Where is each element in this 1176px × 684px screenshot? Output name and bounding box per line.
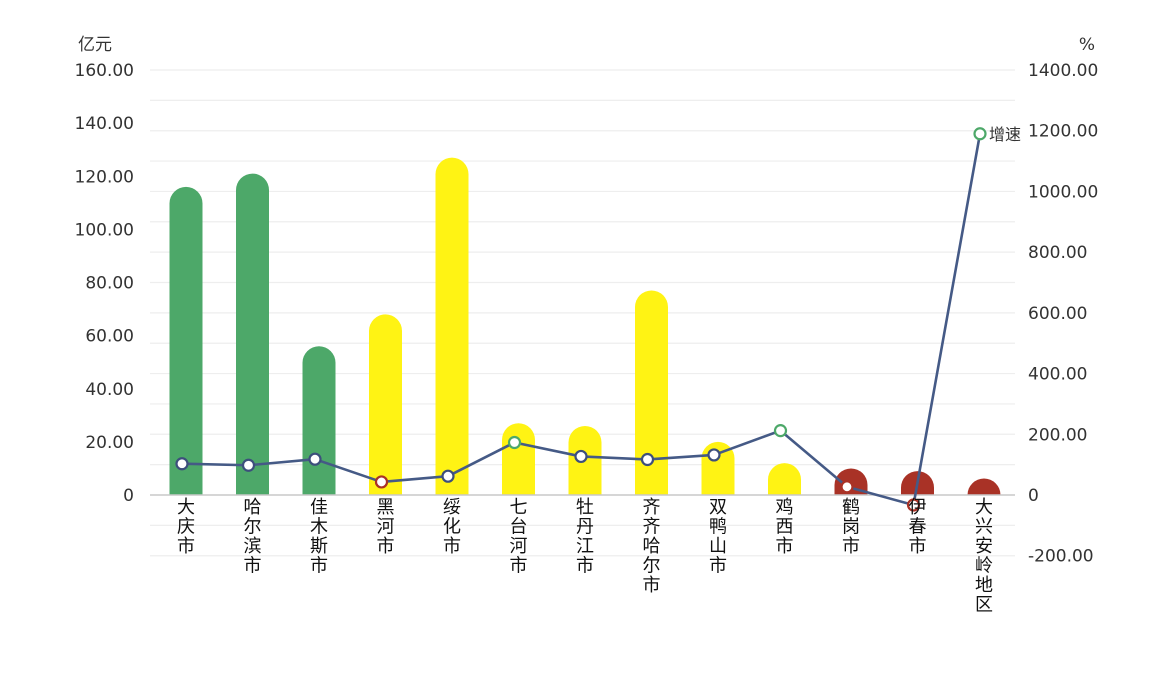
left-tick-label: 80.00: [85, 274, 134, 294]
category-label: 黑河市: [377, 497, 395, 557]
bars: [169, 157, 1001, 496]
growth-point-牡丹江市: [574, 449, 588, 464]
growth-point-大兴安岭地区: [973, 127, 987, 141]
growth-point-绥化市: [441, 469, 455, 483]
left-tick-label: 160.00: [75, 61, 134, 81]
right-axis-unit: %: [1079, 35, 1095, 55]
right-tick-label: 600.00: [1028, 304, 1087, 324]
growth-line: [175, 127, 987, 512]
category-label: 大庆市: [177, 497, 195, 557]
bar-大兴安岭地区: [967, 478, 1001, 495]
labels: 亿元 % 增速 160.00 140.00 120.00 100.00 80.00 60.…: [75, 35, 1099, 616]
left-tick-label: 40.00: [85, 380, 134, 400]
growth-point-鹤岗市: [840, 480, 854, 494]
growth-point-黑河市: [374, 475, 389, 489]
growth-point-哈尔滨市: [241, 458, 256, 472]
growth-point-齐齐哈尔市: [640, 452, 655, 467]
bar-大庆市: [169, 186, 203, 495]
left-tick-label: 20.00: [85, 433, 134, 453]
category-label: 伊春市: [909, 497, 927, 557]
growth-point-佳木斯市: [308, 452, 322, 466]
bar-鸡西市: [768, 463, 801, 495]
growth-point-鸡西市: [773, 424, 788, 438]
right-tick-label: 1400.00: [1028, 61, 1098, 81]
category-label: 七台河市: [510, 497, 528, 577]
category-label: 鸡西市: [776, 497, 794, 557]
bar-哈尔滨市: [236, 173, 269, 496]
left-axis-unit: 亿元: [78, 35, 112, 55]
growth-point-伊春市: [906, 498, 921, 512]
right-tick-label: 800.00: [1028, 243, 1087, 263]
right-tick-label: -200.00: [1028, 547, 1094, 567]
right-tick-label: 200.00: [1028, 425, 1087, 445]
growth-point-七台河市: [507, 435, 522, 450]
bar-佳木斯市: [302, 346, 336, 495]
growth-point-大庆市: [175, 457, 189, 471]
category-label: 哈尔滨市: [244, 497, 262, 577]
left-tick-label: 120.00: [75, 167, 134, 187]
left-tick-label: 100.00: [75, 220, 134, 240]
category-label: 绥化市: [443, 497, 461, 557]
left-tick-label: 140.00: [75, 114, 134, 134]
right-tick-label: 1000.00: [1028, 182, 1098, 202]
growth-point-双鸭山市: [707, 448, 721, 462]
gridlines: [150, 69, 1015, 557]
category-label: 大兴安岭地区: [975, 497, 993, 616]
right-tick-label: 1200.00: [1028, 122, 1098, 142]
right-tick-label: 0: [1028, 486, 1039, 506]
category-label: 双鸭山市: [709, 497, 727, 577]
bar-黑河市: [369, 314, 402, 495]
right-tick-label: 400.00: [1028, 365, 1087, 385]
category-label: 鹤岗市: [842, 497, 860, 557]
bar-七台河市: [502, 423, 535, 495]
series-label-growth: 增速: [989, 125, 1021, 144]
bar-齐齐哈尔市: [635, 290, 668, 495]
category-label: 佳木斯市: [310, 497, 328, 577]
left-tick-label: 60.00: [85, 327, 134, 347]
left-tick-label: 0: [123, 486, 134, 506]
category-label: 牡丹江市: [576, 497, 594, 577]
category-label: 齐齐哈尔市: [643, 497, 661, 596]
bar-绥化市: [435, 157, 469, 496]
